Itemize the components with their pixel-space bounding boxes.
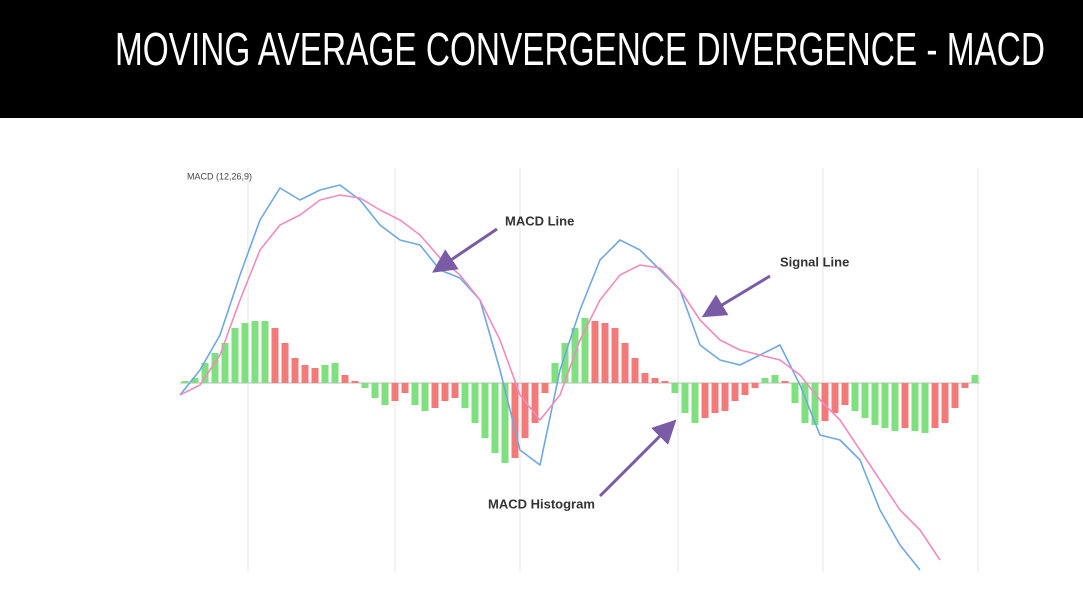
histogram-bar xyxy=(361,383,369,388)
histogram-bar xyxy=(631,358,639,383)
histogram-bar xyxy=(601,323,609,383)
histogram-bar xyxy=(521,383,529,438)
histogram-bar xyxy=(751,383,759,388)
histogram-bar xyxy=(891,383,899,431)
histogram-bar xyxy=(621,343,629,383)
histogram-bar xyxy=(721,383,729,411)
histogram-bar xyxy=(671,383,679,393)
histogram-bar xyxy=(811,383,819,425)
histogram-bar xyxy=(351,381,359,383)
histogram-bar xyxy=(691,383,699,423)
histogram-bar xyxy=(651,378,659,383)
histogram-bar xyxy=(181,381,189,383)
histogram-bar xyxy=(761,378,769,383)
histogram-bar xyxy=(201,363,209,383)
histogram-bar xyxy=(391,383,399,401)
histogram-bar xyxy=(421,383,429,411)
annotation: MACD Histogram xyxy=(488,496,595,511)
histogram-bar xyxy=(211,353,219,383)
histogram-bar xyxy=(821,383,829,421)
histogram-bar xyxy=(711,383,719,413)
histogram-bar xyxy=(791,383,799,403)
histogram-bar xyxy=(461,383,469,408)
histogram-bar xyxy=(941,383,949,423)
histogram-bar xyxy=(291,358,299,383)
histogram-bar xyxy=(411,383,419,405)
histogram-bar xyxy=(971,375,979,383)
series-line xyxy=(179,194,941,561)
slide-title: MOVING AVERAGE CONVERGENCE DIVERGENCE - … xyxy=(115,23,1045,75)
histogram-bar xyxy=(851,383,859,411)
histogram-bar xyxy=(501,383,509,463)
histogram-bar xyxy=(281,343,289,383)
histogram-bar xyxy=(491,383,499,453)
histogram-bar xyxy=(661,381,669,383)
histogram-bar xyxy=(581,318,589,383)
histogram-bar xyxy=(341,375,349,383)
histogram-bar xyxy=(481,383,489,438)
histogram-bar xyxy=(881,383,889,428)
histogram-bar xyxy=(931,383,939,428)
series-line xyxy=(179,184,921,571)
histogram-bar xyxy=(951,383,959,408)
histogram-bar xyxy=(801,383,809,423)
histogram-bar xyxy=(911,383,919,431)
histogram-bar xyxy=(401,383,409,393)
histogram-bar xyxy=(961,383,969,388)
histogram-bar xyxy=(251,321,259,383)
histogram-bar xyxy=(551,363,559,383)
histogram-bar xyxy=(861,383,869,418)
histogram-bar xyxy=(701,383,709,418)
histogram-bar xyxy=(231,328,239,383)
histogram-bar xyxy=(771,375,779,383)
histogram-bar xyxy=(511,383,519,458)
histogram-bar xyxy=(681,383,689,413)
histogram-bar xyxy=(901,383,909,428)
histogram-bar xyxy=(641,373,649,383)
histogram-bar xyxy=(591,321,599,383)
title-bar xyxy=(0,0,1083,118)
histogram-bar xyxy=(441,383,449,401)
histogram-bar xyxy=(841,383,849,405)
histogram-bar xyxy=(921,383,929,433)
annotation-arrow xyxy=(598,419,677,498)
annotation: Signal Line xyxy=(780,254,849,269)
histogram-bar xyxy=(541,383,549,393)
histogram-bar xyxy=(741,383,749,395)
histogram-bar xyxy=(331,363,339,383)
plot xyxy=(179,184,980,571)
histogram-bar xyxy=(871,383,879,425)
annotation-arrow xyxy=(432,227,498,273)
histogram-bar xyxy=(451,383,459,398)
annotation-arrow xyxy=(701,274,771,318)
histogram-bar xyxy=(561,343,569,383)
histogram-bar xyxy=(371,383,379,398)
histogram-bar xyxy=(271,328,279,383)
histogram-bar xyxy=(321,365,329,383)
indicator-label: MACD (12,26,9) xyxy=(187,171,252,181)
annotations: MACD Line Signal Line MACD Histogram xyxy=(432,213,849,511)
histogram-bar xyxy=(241,323,249,383)
histogram-bar xyxy=(531,383,539,423)
histogram-bar xyxy=(731,383,739,401)
histogram-bar xyxy=(221,343,229,383)
histogram-bar xyxy=(431,383,439,408)
histogram-bar xyxy=(301,365,309,383)
histogram-bar xyxy=(191,378,199,383)
histogram-bar xyxy=(781,381,789,383)
histogram-bar xyxy=(381,383,389,405)
histogram-bar xyxy=(611,328,619,383)
histogram-bar xyxy=(311,368,319,383)
annotation: MACD Line xyxy=(505,213,574,228)
histogram-bar xyxy=(831,383,839,413)
histogram-bar xyxy=(471,383,479,423)
histogram-bar xyxy=(261,321,269,383)
